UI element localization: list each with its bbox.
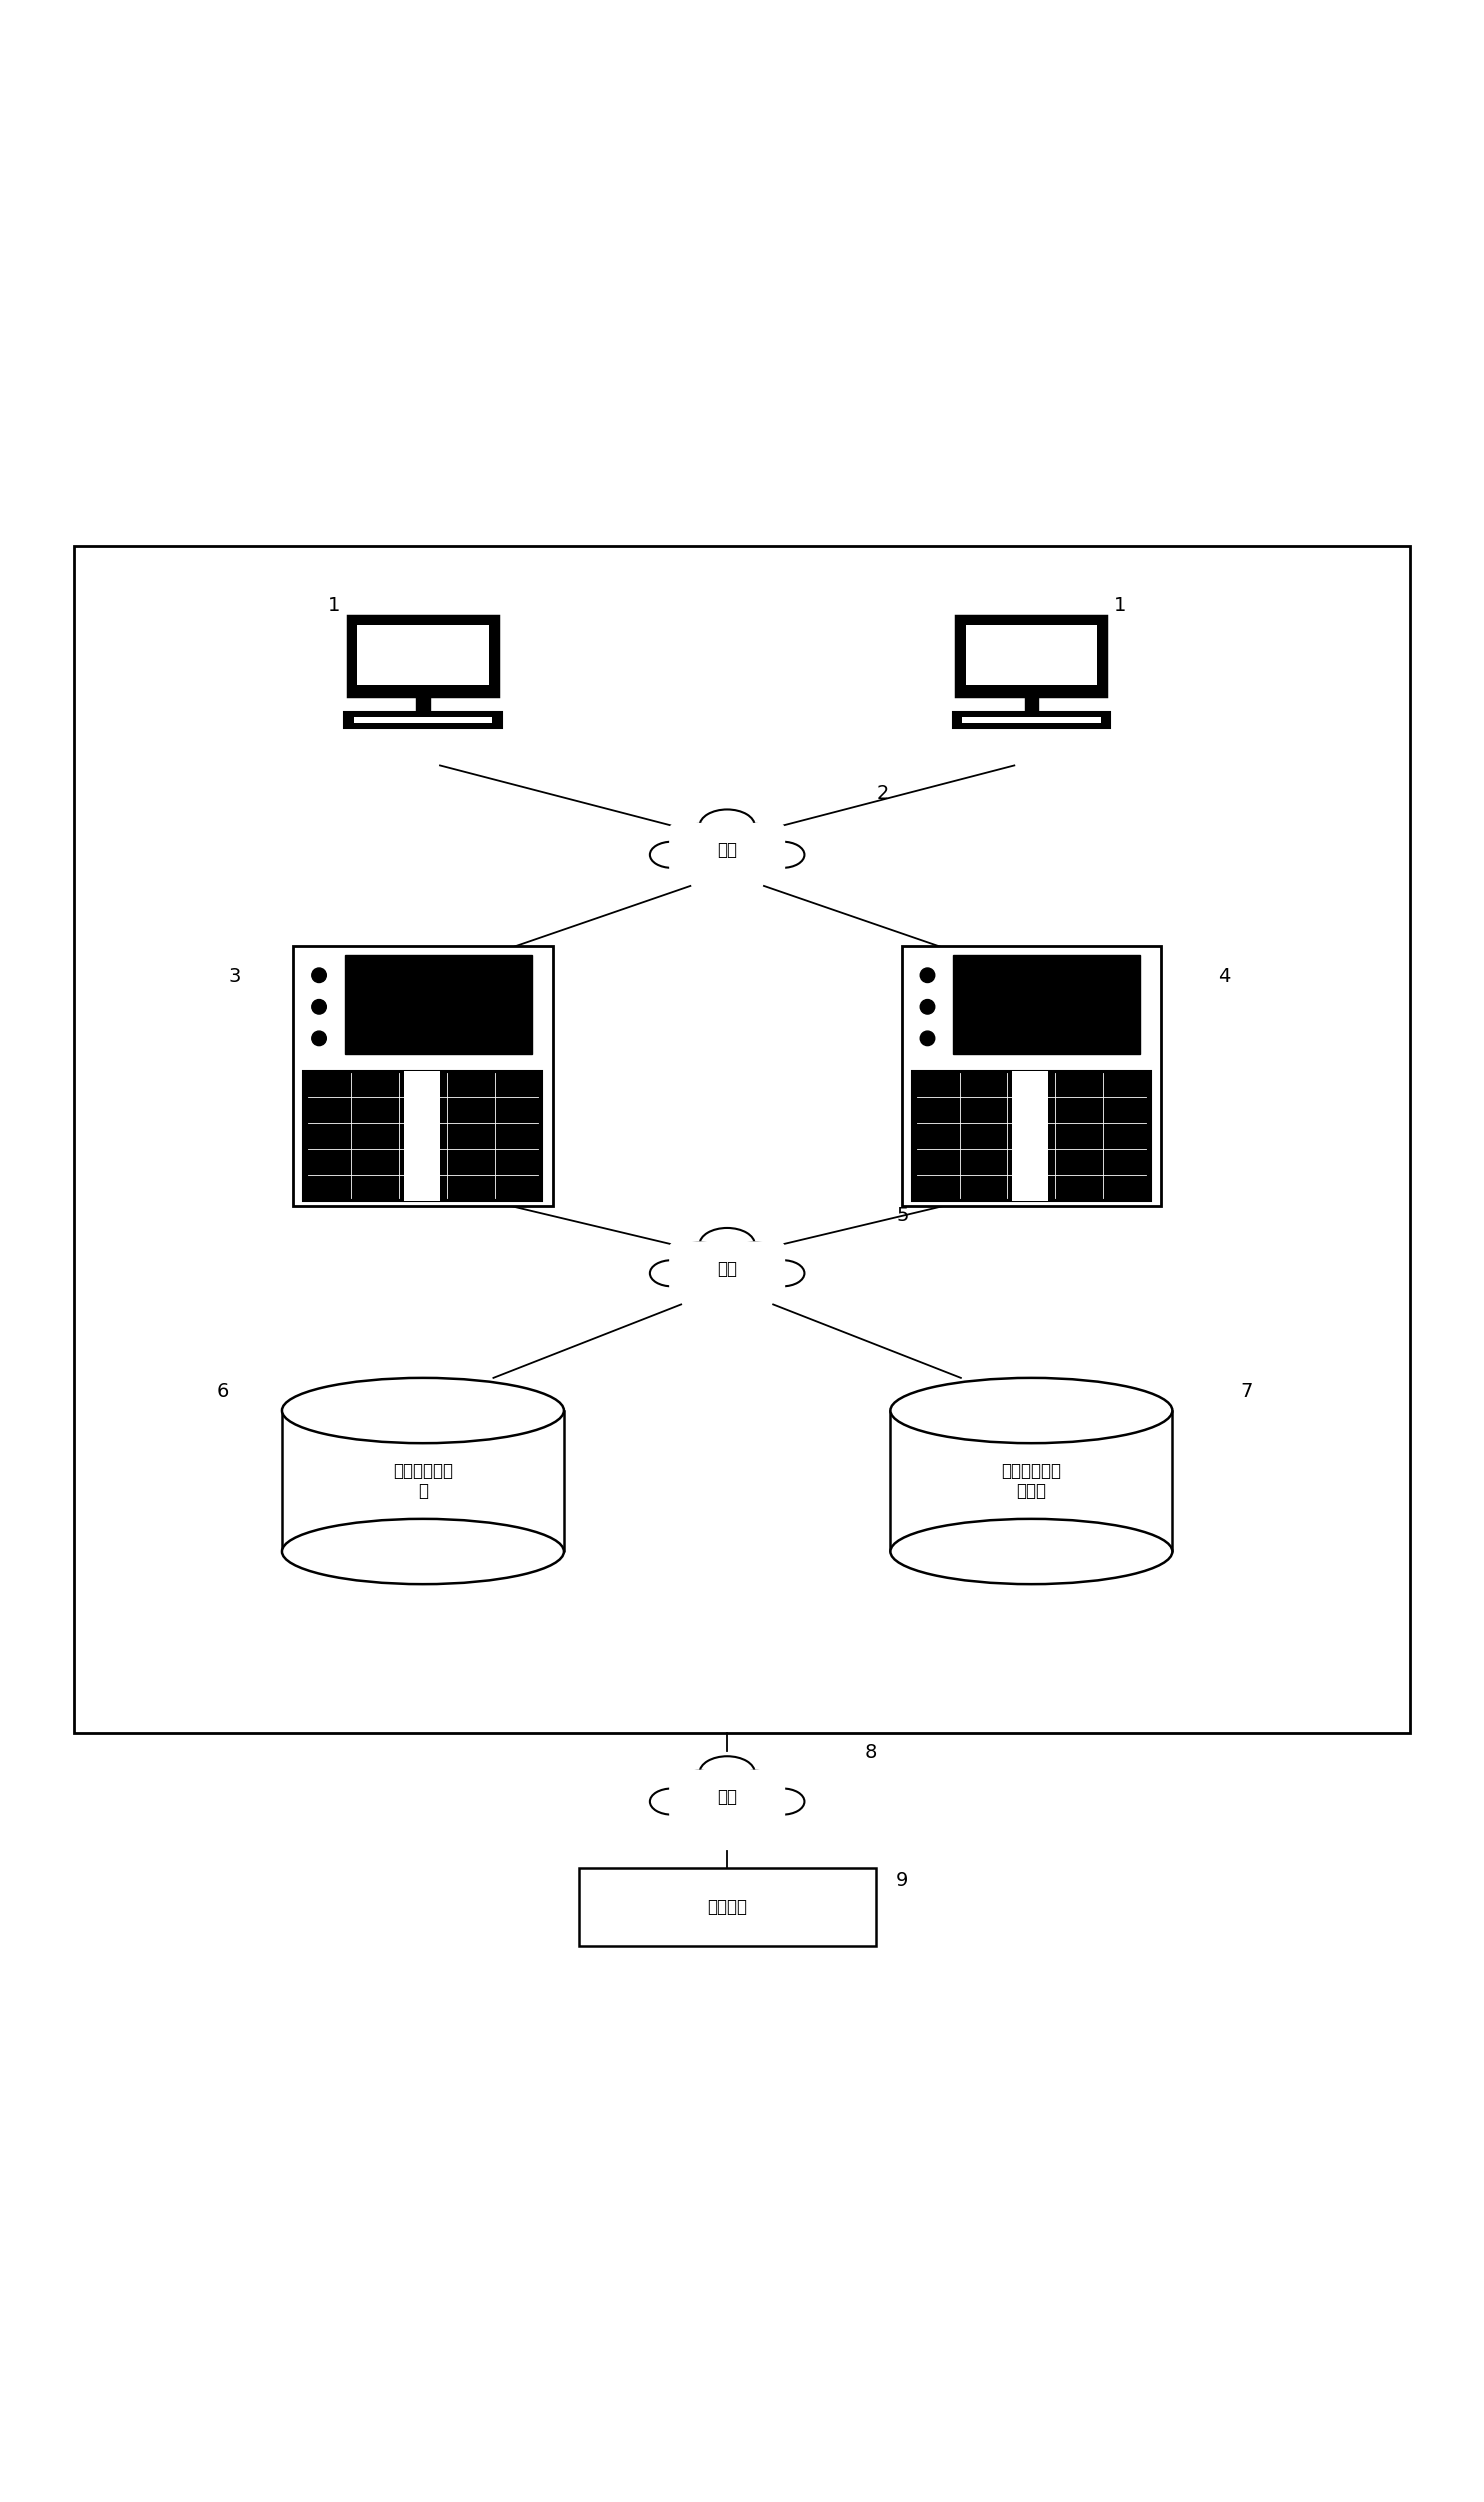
FancyBboxPatch shape [353,718,493,723]
Ellipse shape [760,1261,804,1286]
Ellipse shape [699,1756,755,1789]
FancyBboxPatch shape [911,1071,1152,1201]
Polygon shape [890,1411,1172,1551]
Ellipse shape [650,1261,695,1286]
Ellipse shape [729,1771,781,1801]
FancyBboxPatch shape [953,713,1110,728]
Text: 网络: 网络 [717,1789,738,1806]
Ellipse shape [699,811,755,843]
Text: 工程设计管理
数据库: 工程设计管理 数据库 [1002,1461,1061,1501]
Ellipse shape [729,1243,781,1274]
Text: 1: 1 [328,595,340,615]
FancyBboxPatch shape [901,946,1160,1206]
Ellipse shape [890,1519,1172,1584]
Circle shape [920,998,935,1013]
Polygon shape [282,1411,564,1551]
FancyBboxPatch shape [953,956,1140,1053]
Ellipse shape [650,841,695,868]
Ellipse shape [674,1243,726,1274]
Text: 外部系统: 外部系统 [708,1899,746,1917]
FancyBboxPatch shape [347,615,499,696]
FancyBboxPatch shape [966,626,1097,686]
Ellipse shape [699,1228,755,1261]
FancyBboxPatch shape [344,956,531,1053]
Ellipse shape [697,1259,757,1294]
Circle shape [312,968,326,983]
FancyBboxPatch shape [669,1241,785,1296]
FancyBboxPatch shape [303,1071,543,1201]
FancyBboxPatch shape [579,1869,876,1947]
FancyBboxPatch shape [404,1071,439,1201]
FancyBboxPatch shape [292,946,552,1206]
Ellipse shape [760,1789,804,1814]
Ellipse shape [890,1379,1172,1444]
Ellipse shape [674,823,726,856]
Text: 9: 9 [896,1871,908,1889]
Circle shape [920,968,935,983]
FancyBboxPatch shape [962,718,1101,723]
FancyBboxPatch shape [344,713,502,728]
FancyBboxPatch shape [358,626,488,686]
FancyBboxPatch shape [669,1769,785,1824]
Text: 网络: 网络 [717,841,738,858]
Text: 1: 1 [1114,595,1126,615]
Text: 连接: 连接 [717,1261,738,1279]
Circle shape [312,1031,326,1046]
Ellipse shape [697,1786,757,1821]
FancyBboxPatch shape [416,696,430,713]
Text: 标准参数数据
库: 标准参数数据 库 [393,1461,453,1501]
FancyBboxPatch shape [1012,1071,1048,1201]
FancyBboxPatch shape [956,615,1107,696]
Circle shape [312,998,326,1013]
Ellipse shape [760,841,804,868]
FancyBboxPatch shape [74,545,1410,1734]
Text: 6: 6 [217,1384,229,1401]
Text: 5: 5 [896,1206,908,1226]
Text: 7: 7 [1241,1384,1252,1401]
Circle shape [920,1031,935,1046]
Ellipse shape [697,841,757,876]
Text: 4: 4 [1218,966,1230,986]
FancyBboxPatch shape [1024,696,1039,713]
FancyBboxPatch shape [669,823,785,878]
Text: 2: 2 [877,786,889,803]
Text: 8: 8 [865,1744,877,1761]
Ellipse shape [282,1379,564,1444]
Text: 3: 3 [229,966,240,986]
Ellipse shape [282,1519,564,1584]
Ellipse shape [674,1771,726,1801]
Ellipse shape [650,1789,695,1814]
Ellipse shape [729,823,781,856]
